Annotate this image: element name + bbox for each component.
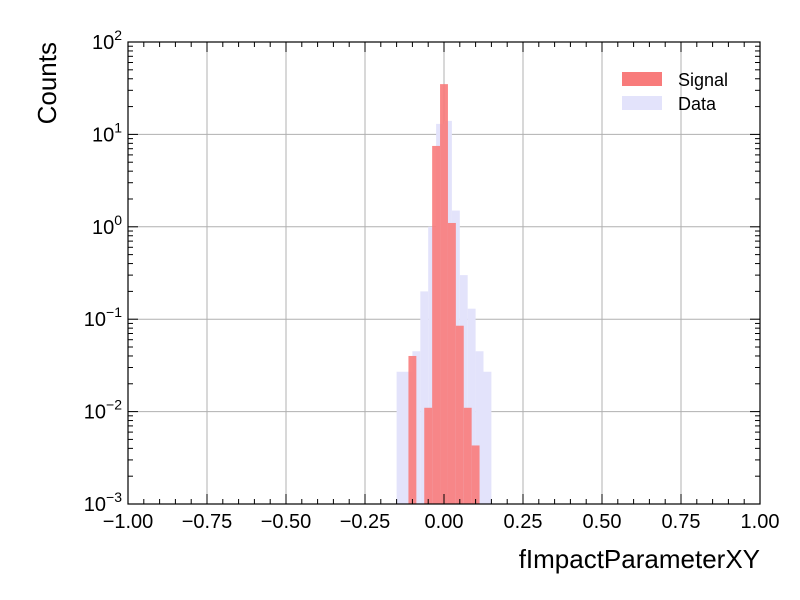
y-tick-label: 10−1 (84, 304, 122, 331)
legend-label-data: Data (678, 94, 717, 114)
legend-swatch-data (622, 96, 662, 110)
x-axis-title: fImpactParameterXY (519, 544, 760, 574)
x-tick-label: 1.00 (741, 511, 780, 533)
y-tick-base: 10 (92, 217, 114, 239)
x-tick-label: −0.75 (182, 511, 233, 533)
bar-signal (424, 407, 433, 504)
y-axis-title: Counts (32, 42, 62, 124)
y-tick-base: 10 (92, 124, 114, 146)
bar-data (475, 351, 484, 504)
legend-swatch-signal (622, 72, 662, 86)
legend: Signal Data (622, 70, 728, 114)
axis-ticks (127, 41, 761, 505)
y-tick-exponent: −2 (106, 397, 122, 413)
y-tick-base: 10 (84, 402, 106, 424)
y-tick-base: 10 (84, 309, 106, 331)
bar-signal (408, 355, 417, 504)
bar-signal (447, 222, 456, 504)
x-tick-label: 0.75 (662, 511, 701, 533)
x-tick-label: 0.25 (504, 511, 543, 533)
bar-signal (463, 407, 472, 504)
x-tick-label: 0.50 (583, 511, 622, 533)
y-tick-label: 10−2 (84, 397, 122, 424)
bar-signal (455, 325, 464, 504)
x-tick-label: −1.00 (103, 511, 154, 533)
y-tick-exponent: 2 (114, 27, 122, 43)
y-tick-label: 101 (92, 119, 122, 146)
x-tick-label: −0.25 (340, 511, 391, 533)
legend-label-signal: Signal (678, 70, 728, 90)
bar-data (467, 308, 476, 504)
y-tick-exponent: 1 (114, 119, 122, 135)
x-tick-label: 0.00 (425, 511, 464, 533)
bar-data (420, 291, 429, 504)
y-tick-exponent: −3 (106, 489, 122, 505)
x-tick-labels: −1.00 −0.75 −0.50 −0.25 0.00 0.25 0.50 0.75 1.00 (103, 511, 780, 533)
bar-data (483, 371, 492, 504)
bar-signal (471, 445, 480, 504)
bar-data (396, 371, 405, 504)
y-tick-exponent: −1 (106, 304, 122, 320)
y-tick-exponent: 0 (114, 212, 122, 228)
bar-signal (432, 145, 441, 504)
x-tick-label: −0.50 (261, 511, 312, 533)
y-tick-label: 100 (92, 212, 122, 239)
y-tick-label: 102 (92, 27, 122, 54)
y-tick-base: 10 (92, 32, 114, 54)
y-tick-label: 10−3 (84, 489, 122, 516)
bar-signal (440, 84, 448, 504)
y-tick-base: 10 (84, 494, 106, 516)
histogram-bars (396, 84, 492, 505)
